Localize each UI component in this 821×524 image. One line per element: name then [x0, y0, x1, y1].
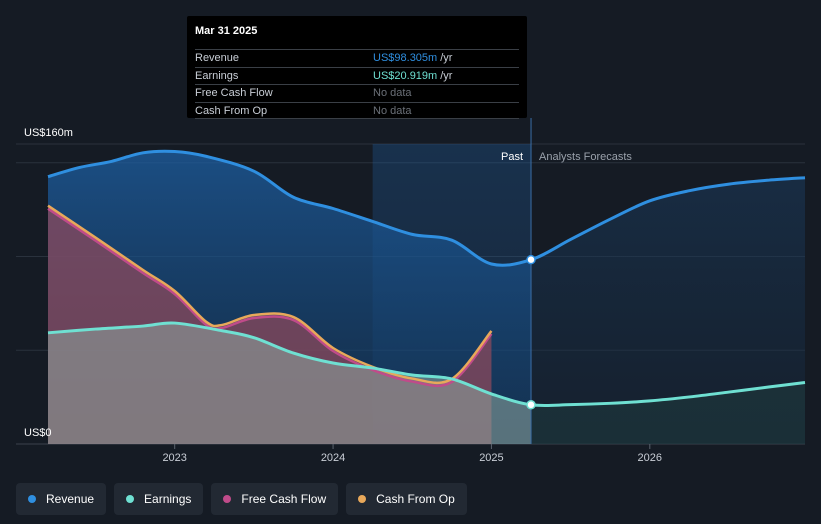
- forecast-label: Analysts Forecasts: [539, 151, 632, 163]
- x-tick-label: 2024: [321, 452, 345, 464]
- legend-dot-icon: [358, 495, 367, 503]
- earnings-line: [47, 321, 806, 408]
- revenue-marker: [526, 254, 536, 265]
- y-axis-bottom-label: US$0: [24, 427, 52, 439]
- legend-item-revenue[interactable]: Revenue: [16, 483, 107, 515]
- tooltip-date: Mar 31 2025: [195, 25, 258, 37]
- tooltip-label: Earnings: [195, 69, 239, 82]
- revenue-area-forecast: [531, 177, 805, 444]
- earnings-marker: [526, 400, 536, 410]
- legend-item-cash-from-op[interactable]: Cash From Op: [346, 483, 467, 515]
- legend-dot-icon: [28, 495, 36, 503]
- tooltip-label: Revenue: [195, 52, 240, 64]
- tooltip-label: Free Cash Flow: [195, 87, 273, 99]
- tooltip-label: Cash From Op: [195, 104, 268, 117]
- x-tick-label: 2025: [479, 452, 503, 464]
- legend-label: Revenue: [46, 492, 95, 506]
- free-cash-flow-line: [47, 207, 493, 388]
- legend-dot-icon: [126, 495, 135, 503]
- legend-label: Cash From Op: [376, 492, 455, 506]
- tooltip-unit: /yr: [440, 52, 453, 64]
- x-tick-label: 2026: [638, 452, 662, 464]
- past-label: Past: [501, 151, 523, 163]
- cash-from-op-line: [47, 204, 493, 385]
- legend-label: Earnings: [144, 492, 192, 506]
- tooltip-value: No data: [373, 87, 412, 99]
- legend-dot-icon: [223, 495, 232, 503]
- x-tick-label: 2023: [162, 452, 186, 464]
- tooltip-row-earnings: Earnings US$20.919m/yr: [195, 66, 519, 85]
- tooltip-value: US$98.305m: [373, 52, 438, 64]
- chart-legend: Revenue Earnings Free Cash Flow Cash Fro…: [16, 483, 467, 515]
- tooltip-row-cash-from-op: Cash From Op No data: [195, 101, 519, 119]
- tooltip-value: US$20.919m: [373, 69, 438, 82]
- tooltip-row-revenue: Revenue US$98.305m/yr: [195, 49, 519, 67]
- chart-tooltip: Mar 31 2025 Revenue US$98.305m/yr Earnin…: [187, 16, 527, 119]
- legend-item-earnings[interactable]: Earnings: [114, 483, 204, 515]
- legend-label: Free Cash Flow: [241, 492, 327, 506]
- earnings-area-past: [48, 322, 532, 444]
- tooltip-row-free-cash-flow: Free Cash Flow No data: [195, 84, 519, 102]
- y-axis-top-label: US$160m: [24, 127, 73, 139]
- tooltip-unit: /yr: [440, 69, 453, 82]
- tooltip-value: No data: [373, 104, 412, 117]
- earnings-area-forecast: [531, 382, 805, 444]
- revenue-line: [47, 149, 806, 267]
- legend-item-free-cash-flow[interactable]: Free Cash Flow: [211, 483, 339, 515]
